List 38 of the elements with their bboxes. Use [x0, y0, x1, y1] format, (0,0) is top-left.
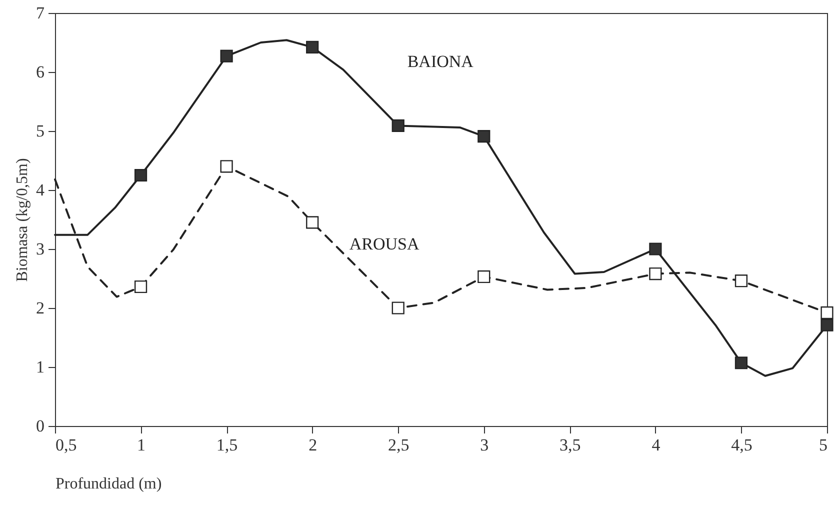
x-tick-label: 3,5	[560, 436, 581, 454]
y-tick-label: 0	[36, 416, 44, 436]
point	[392, 302, 404, 314]
y-tick-label: 5	[36, 122, 44, 140]
y-tick-label: 2	[36, 298, 44, 318]
point	[134, 280, 148, 294]
point	[649, 242, 662, 256]
point	[306, 216, 319, 229]
x-tick-label: 4,5	[731, 436, 752, 454]
point	[734, 356, 748, 370]
y-tick-label: 4	[36, 180, 45, 200]
y-tick-label: 6	[36, 62, 44, 82]
y-tick-label: 3	[36, 240, 44, 258]
y-axis-title: Biomasa (kg/0,5m)	[14, 158, 31, 282]
x-tick-label: 2,5	[388, 436, 410, 454]
point	[734, 274, 748, 288]
x-tick-label: 3	[480, 436, 489, 454]
x-tick-label: 1	[137, 436, 146, 454]
point	[392, 119, 404, 132]
point	[478, 270, 490, 284]
point	[220, 160, 233, 173]
x-tick-label: 4	[652, 436, 661, 454]
point	[134, 168, 148, 182]
text: BAIONA	[407, 52, 474, 72]
y-tick-label: 7	[36, 4, 45, 22]
point	[220, 50, 233, 62]
point	[820, 306, 834, 320]
x-axis-title: Profundidad (m)	[56, 476, 162, 492]
point	[649, 267, 662, 280]
x-tick-label: 5	[819, 436, 828, 454]
x-tick-label: 2	[308, 436, 318, 454]
point	[306, 40, 319, 54]
x-tick-label: 0,5	[56, 436, 77, 454]
point	[820, 318, 834, 332]
y-tick-label: 1	[36, 358, 44, 376]
x-tick-label: 1,5	[216, 436, 238, 454]
point	[478, 130, 490, 143]
series-label: AROUSA	[349, 234, 420, 254]
